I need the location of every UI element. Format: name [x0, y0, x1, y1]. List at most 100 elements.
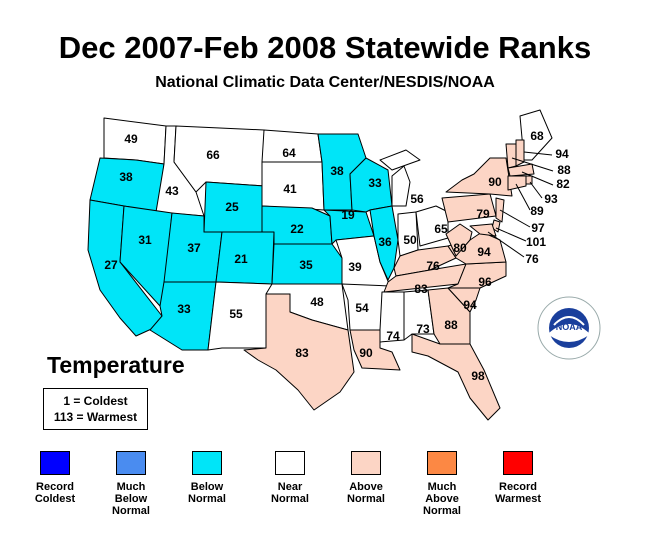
rank-label-in: 50 [403, 233, 417, 247]
legend-swatch [116, 451, 146, 475]
rank-label-ar: 54 [355, 301, 369, 315]
rank-label-nj: 97 [531, 221, 545, 235]
rank-label-ks: 35 [299, 258, 313, 272]
rank-label-ca: 27 [104, 258, 118, 272]
rank-label-me: 68 [530, 129, 544, 143]
legend-label: Much Above Normal [423, 481, 461, 517]
leader-line-md [487, 231, 525, 258]
rank-label-az: 33 [177, 302, 191, 316]
variable-label: Temperature [47, 352, 185, 378]
legend-label: Near Normal [271, 481, 309, 505]
rank-label-de: 101 [526, 235, 546, 249]
rank-label-oh: 65 [434, 222, 448, 236]
state-vt [505, 143, 517, 169]
page-title: Dec 2007-Feb 2008 Statewide Ranks [58, 30, 592, 65]
rank-label-al: 73 [416, 322, 430, 336]
rank-label-ok: 48 [310, 295, 324, 309]
rank-label-il: 36 [378, 235, 392, 249]
page-subtitle: National Climatic Data Center/NESDIS/NOA… [155, 74, 495, 91]
legend-item: Record Coldest [17, 451, 93, 505]
legend-item: Near Normal [252, 451, 328, 505]
rank-label-wi: 33 [368, 176, 382, 190]
legend-item: Much Above Normal [404, 451, 480, 517]
state-md [469, 223, 497, 237]
rank-label-ne: 22 [290, 222, 304, 236]
key-coldest: 1 = Coldest [63, 394, 128, 408]
rank-label-md: 76 [525, 252, 539, 266]
state-ms [379, 291, 405, 343]
rank-label-nc: 96 [478, 275, 492, 289]
leader-line-nj [499, 209, 531, 228]
legend-swatch [503, 451, 533, 475]
rank-label-tn: 83 [414, 282, 428, 296]
leader-line-de [495, 227, 527, 242]
state-ct [507, 175, 527, 191]
rank-label-nh: 94 [555, 147, 569, 161]
legend-item: Record Warmest [480, 451, 556, 505]
rank-label-mo: 39 [348, 260, 362, 274]
rank-label-sc: 94 [463, 298, 477, 312]
rank-label-sd: 41 [283, 182, 297, 196]
rank-label-nm: 55 [229, 307, 243, 321]
state-al [403, 289, 435, 341]
noaa-logo: NOAA [537, 296, 601, 360]
rank-label-wa: 49 [124, 132, 138, 146]
rank-label-ri: 93 [544, 192, 558, 206]
rank-label-ut: 37 [187, 241, 201, 255]
legend-item: Much Below Normal [93, 451, 169, 517]
rank-label-ia: 19 [341, 208, 355, 222]
rank-label-tx: 83 [295, 346, 309, 360]
rank-label-ct: 89 [530, 204, 544, 218]
state-ma [507, 163, 535, 177]
state-il [369, 205, 399, 281]
legend-label: Record Coldest [34, 481, 76, 505]
rank-label-co: 21 [234, 252, 248, 266]
rank-key-box: 1 = Coldest 113 = Warmest [43, 388, 148, 430]
leader-line-nh [523, 151, 553, 156]
state-ny [445, 157, 513, 197]
rank-label-mi: 56 [410, 192, 424, 206]
rank-label-ky: 76 [426, 259, 440, 273]
legend-swatch [275, 451, 305, 475]
leader-line-ma [521, 171, 554, 186]
state-wv [445, 223, 473, 257]
svg-text:NOAA: NOAA [556, 322, 583, 332]
legend-label: Record Warmest [494, 481, 542, 505]
state-mi [379, 149, 421, 207]
legend-label: Above Normal [347, 481, 385, 505]
rank-label-wv: 80 [453, 241, 467, 255]
rank-label-or: 38 [119, 170, 133, 184]
leader-line-ri [529, 181, 543, 199]
state-tx [243, 293, 355, 411]
rank-label-ms: 74 [386, 329, 400, 343]
legend-item: Below Normal [169, 451, 245, 505]
rank-label-nv: 31 [138, 233, 152, 247]
rank-label-pa: 79 [476, 207, 490, 221]
legend-swatch [427, 451, 457, 475]
legend-item: Above Normal [328, 451, 404, 505]
rank-label-va: 94 [477, 245, 491, 259]
rank-label-mt: 66 [206, 148, 220, 162]
leader-line-vt [511, 157, 554, 172]
state-oh [415, 205, 449, 247]
state-nm [207, 281, 273, 351]
rank-label-fl: 98 [471, 369, 485, 383]
rank-label-la: 90 [359, 346, 373, 360]
rank-label-mn: 38 [330, 164, 344, 178]
rank-label-wy: 25 [225, 200, 239, 214]
legend-swatch [351, 451, 381, 475]
legend-label: Below Normal [188, 481, 226, 505]
rank-label-id: 43 [165, 184, 179, 198]
legend-swatch [40, 451, 70, 475]
legend-label: Much Below Normal [112, 481, 150, 517]
state-fl [411, 333, 501, 421]
state-va [447, 231, 507, 265]
leader-line-ct [515, 183, 531, 211]
state-nh [515, 139, 525, 167]
rank-label-nd: 64 [282, 146, 296, 160]
rank-label-ga: 88 [444, 318, 458, 332]
rank-label-ma: 82 [556, 177, 570, 191]
rank-label-ny: 90 [488, 175, 502, 189]
key-warmest: 113 = Warmest [53, 410, 138, 424]
